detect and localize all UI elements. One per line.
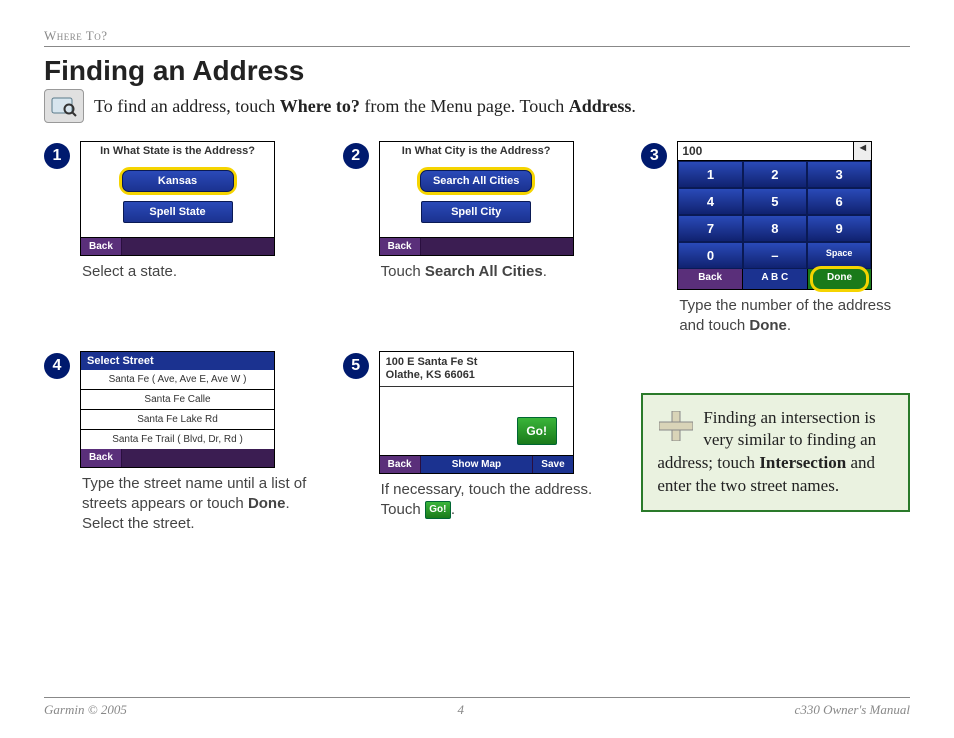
backspace-button[interactable]: ◄	[853, 142, 871, 160]
header-rule	[44, 46, 910, 47]
magnifier-icon	[44, 89, 84, 123]
key-0[interactable]: 0	[678, 242, 742, 269]
key-5[interactable]: 5	[743, 188, 807, 215]
keypad-value: 100	[678, 142, 853, 160]
spell-state-button[interactable]: Spell State	[123, 201, 233, 223]
highlight-search-cities: Search All Cities	[417, 167, 535, 195]
show-map-button[interactable]: Show Map	[421, 456, 534, 473]
abc-button[interactable]: A B C	[743, 269, 808, 289]
list-title: Select Street	[81, 352, 274, 370]
kansas-button[interactable]: Kansas	[122, 170, 234, 192]
back-button-2[interactable]: Back	[380, 238, 421, 255]
step-badge-5: 5	[343, 353, 369, 379]
keypad-footer: Back A B C Done	[678, 269, 871, 289]
intro-b1: Where to?	[280, 96, 360, 116]
addr-line1: 100 E Santa Fe St	[386, 356, 478, 368]
step-4: 4 Select Street Santa Fe ( Ave, Ave E, A…	[44, 351, 313, 535]
screen-city: In What City is the Address? Search All …	[379, 141, 574, 256]
go-inline-icon: Go!	[425, 501, 451, 519]
caption-1: Select a state.	[80, 262, 313, 282]
done-label: Done	[827, 272, 852, 283]
key-9[interactable]: 9	[807, 215, 871, 242]
back-button-5[interactable]: Back	[380, 456, 421, 473]
caption-5-pre: If necessary, touch the address. Touch	[381, 481, 593, 518]
screen-title-2: In What City is the Address?	[380, 142, 573, 163]
page-title: Finding an Address	[44, 55, 910, 87]
done-button[interactable]: Done	[808, 269, 872, 289]
caption-2-b: Search All Cities	[425, 263, 543, 280]
caption-4-b: Done	[248, 495, 286, 512]
back-button-3[interactable]: Back	[678, 269, 743, 289]
step-badge-1: 1	[44, 143, 70, 169]
addr-line2: Olathe, KS 66061	[386, 369, 475, 381]
list-row-2[interactable]: Santa Fe Lake Rd	[81, 410, 274, 430]
screen-title-1: In What State is the Address?	[81, 142, 274, 163]
screen-street-list: Select Street Santa Fe ( Ave, Ave E, Ave…	[80, 351, 275, 468]
footer-spacer	[122, 449, 274, 467]
back-button-1[interactable]: Back	[81, 238, 122, 255]
caption-2: Touch Search All Cities.	[379, 262, 612, 282]
intro-pre: To find an address, touch	[94, 96, 280, 116]
intro-row: To find an address, touch Where to? from…	[44, 89, 910, 123]
intersection-icon	[657, 409, 695, 443]
key-4[interactable]: 4	[678, 188, 742, 215]
list-row-3[interactable]: Santa Fe Trail ( Blvd, Dr, Rd )	[81, 430, 274, 449]
screen-keypad: 100 ◄ 1 2 3 4 5 6 7 8 9 0 – Space	[677, 141, 872, 290]
list-row-0[interactable]: Santa Fe ( Ave, Ave E, Ave W )	[81, 370, 274, 390]
tip-cell: Finding an intersection is very similar …	[641, 351, 910, 535]
caption-5: If necessary, touch the address. Touch G…	[379, 480, 612, 521]
caption-3-b: Done	[749, 317, 787, 334]
step-1: 1 In What State is the Address? Kansas S…	[44, 141, 313, 337]
key-2[interactable]: 2	[743, 161, 807, 188]
caption-5-post: .	[451, 501, 455, 518]
footer-right: c330 Owner's Manual	[795, 702, 910, 718]
list-row-1[interactable]: Santa Fe Calle	[81, 390, 274, 410]
key-3[interactable]: 3	[807, 161, 871, 188]
step-5: 5 100 E Santa Fe St Olathe, KS 66061 Go!…	[343, 351, 612, 535]
breadcrumb: Where To?	[44, 28, 910, 44]
tip-b: Intersection	[759, 453, 846, 472]
step-badge-2: 2	[343, 143, 369, 169]
key-6[interactable]: 6	[807, 188, 871, 215]
footer-spacer	[421, 238, 573, 255]
search-all-cities-button[interactable]: Search All Cities	[420, 170, 532, 192]
key-1[interactable]: 1	[678, 161, 742, 188]
key-dash[interactable]: –	[743, 242, 807, 269]
caption-2-pre: Touch	[381, 263, 425, 280]
key-7[interactable]: 7	[678, 215, 742, 242]
intro-b2: Address	[569, 96, 632, 116]
caption-3: Type the number of the address and touch…	[677, 296, 910, 337]
caption-2-post: .	[543, 263, 547, 280]
step-2: 2 In What City is the Address? Search Al…	[343, 141, 612, 337]
key-8[interactable]: 8	[743, 215, 807, 242]
keypad-grid: 1 2 3 4 5 6 7 8 9 0 – Space	[678, 161, 871, 269]
spell-city-button[interactable]: Spell City	[421, 201, 531, 223]
highlight-kansas: Kansas	[119, 167, 237, 195]
save-button[interactable]: Save	[533, 456, 572, 473]
result-body: Go!	[380, 387, 573, 455]
screen-state: In What State is the Address? Kansas Spe…	[80, 141, 275, 256]
keypad-display: 100 ◄	[678, 142, 871, 161]
steps-grid: 1 In What State is the Address? Kansas S…	[44, 141, 910, 534]
step-3: 3 100 ◄ 1 2 3 4 5 6 7 8 9 0 –	[641, 141, 910, 337]
go-button[interactable]: Go!	[517, 417, 557, 445]
page-footer: Garmin © 2005 4 c330 Owner's Manual	[44, 697, 910, 718]
screen-result: 100 E Santa Fe St Olathe, KS 66061 Go! B…	[379, 351, 574, 474]
intro-mid: from the Menu page. Touch	[360, 96, 569, 116]
footer-spacer	[122, 238, 274, 255]
result-address: 100 E Santa Fe St Olathe, KS 66061	[380, 352, 573, 387]
intro-text: To find an address, touch Where to? from…	[94, 96, 636, 117]
intro-post: .	[631, 96, 636, 116]
footer-left: Garmin © 2005	[44, 702, 127, 718]
key-space[interactable]: Space	[807, 242, 871, 269]
step-badge-3: 3	[641, 143, 667, 169]
caption-3-post: .	[787, 317, 791, 334]
step-badge-4: 4	[44, 353, 70, 379]
back-button-4[interactable]: Back	[81, 449, 122, 467]
footer-center: 4	[457, 702, 464, 718]
tip-box: Finding an intersection is very similar …	[641, 393, 910, 513]
caption-4: Type the street name until a list of str…	[80, 474, 313, 535]
